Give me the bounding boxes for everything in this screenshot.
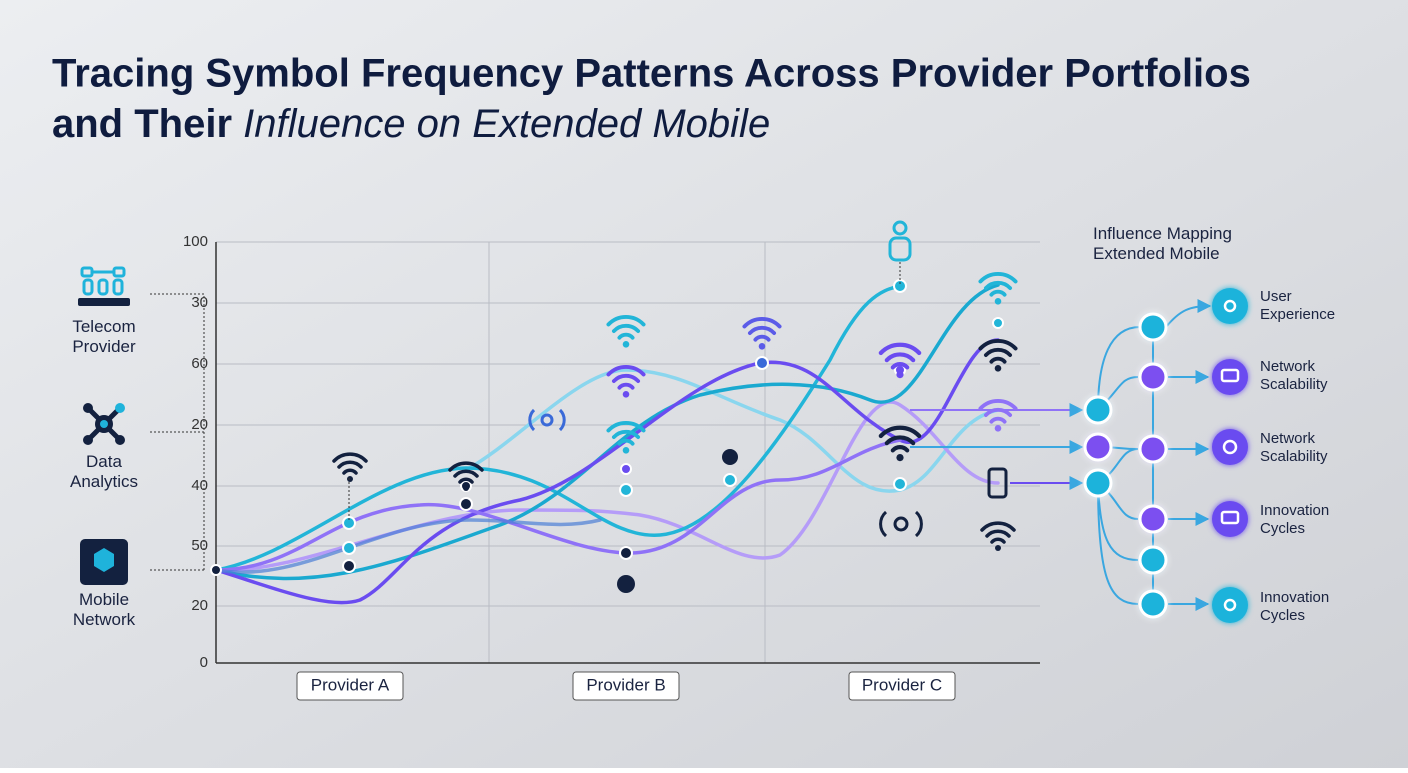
provider-label: Provider C — [862, 675, 942, 694]
title-bold: and Their — [52, 102, 232, 146]
influence-title: Influence Mapping Extended Mobile — [1093, 224, 1232, 263]
y-label: 40 — [191, 477, 208, 494]
left-label: Telecom Provider — [72, 317, 136, 356]
outcome-label: User Experience — [1260, 288, 1335, 323]
grid — [215, 241, 1040, 664]
outcome-label: Network Scalability — [1260, 358, 1328, 393]
symbols — [332, 220, 1018, 593]
outcome-label: Innovation Cycles — [1260, 502, 1329, 537]
y-label: 30 — [191, 294, 208, 311]
y-label: 60 — [191, 355, 208, 372]
left-categories: Telecom Provider Data Analytics Mobile Netw… — [70, 266, 205, 629]
left-label: Mobile Network — [73, 590, 136, 629]
outcome-label: Network Scalability — [1260, 430, 1328, 465]
y-label: 0 — [200, 654, 208, 671]
y-label: 20 — [191, 416, 208, 433]
outcome-label: Innovation Cycles — [1260, 589, 1329, 624]
y-label: 100 — [183, 233, 208, 250]
y-label: 50 — [191, 537, 208, 554]
title-line1: Tracing Symbol Frequency Patterns Across… — [52, 52, 1251, 96]
provider-label: Provider B — [586, 675, 665, 694]
influence-map: Influence Mapping Extended Mobile User Exp… — [910, 224, 1335, 624]
y-label: 20 — [191, 597, 208, 614]
left-label: Data Analytics — [70, 452, 138, 491]
title-italic: Influence on Extended Mobile — [243, 102, 770, 146]
title-line2: and Their Influence on Extended Mobile — [52, 102, 770, 146]
curves — [214, 283, 1000, 605]
provider-label: Provider A — [311, 675, 390, 694]
provider-labels: Provider A Provider B Provider C — [296, 671, 956, 701]
